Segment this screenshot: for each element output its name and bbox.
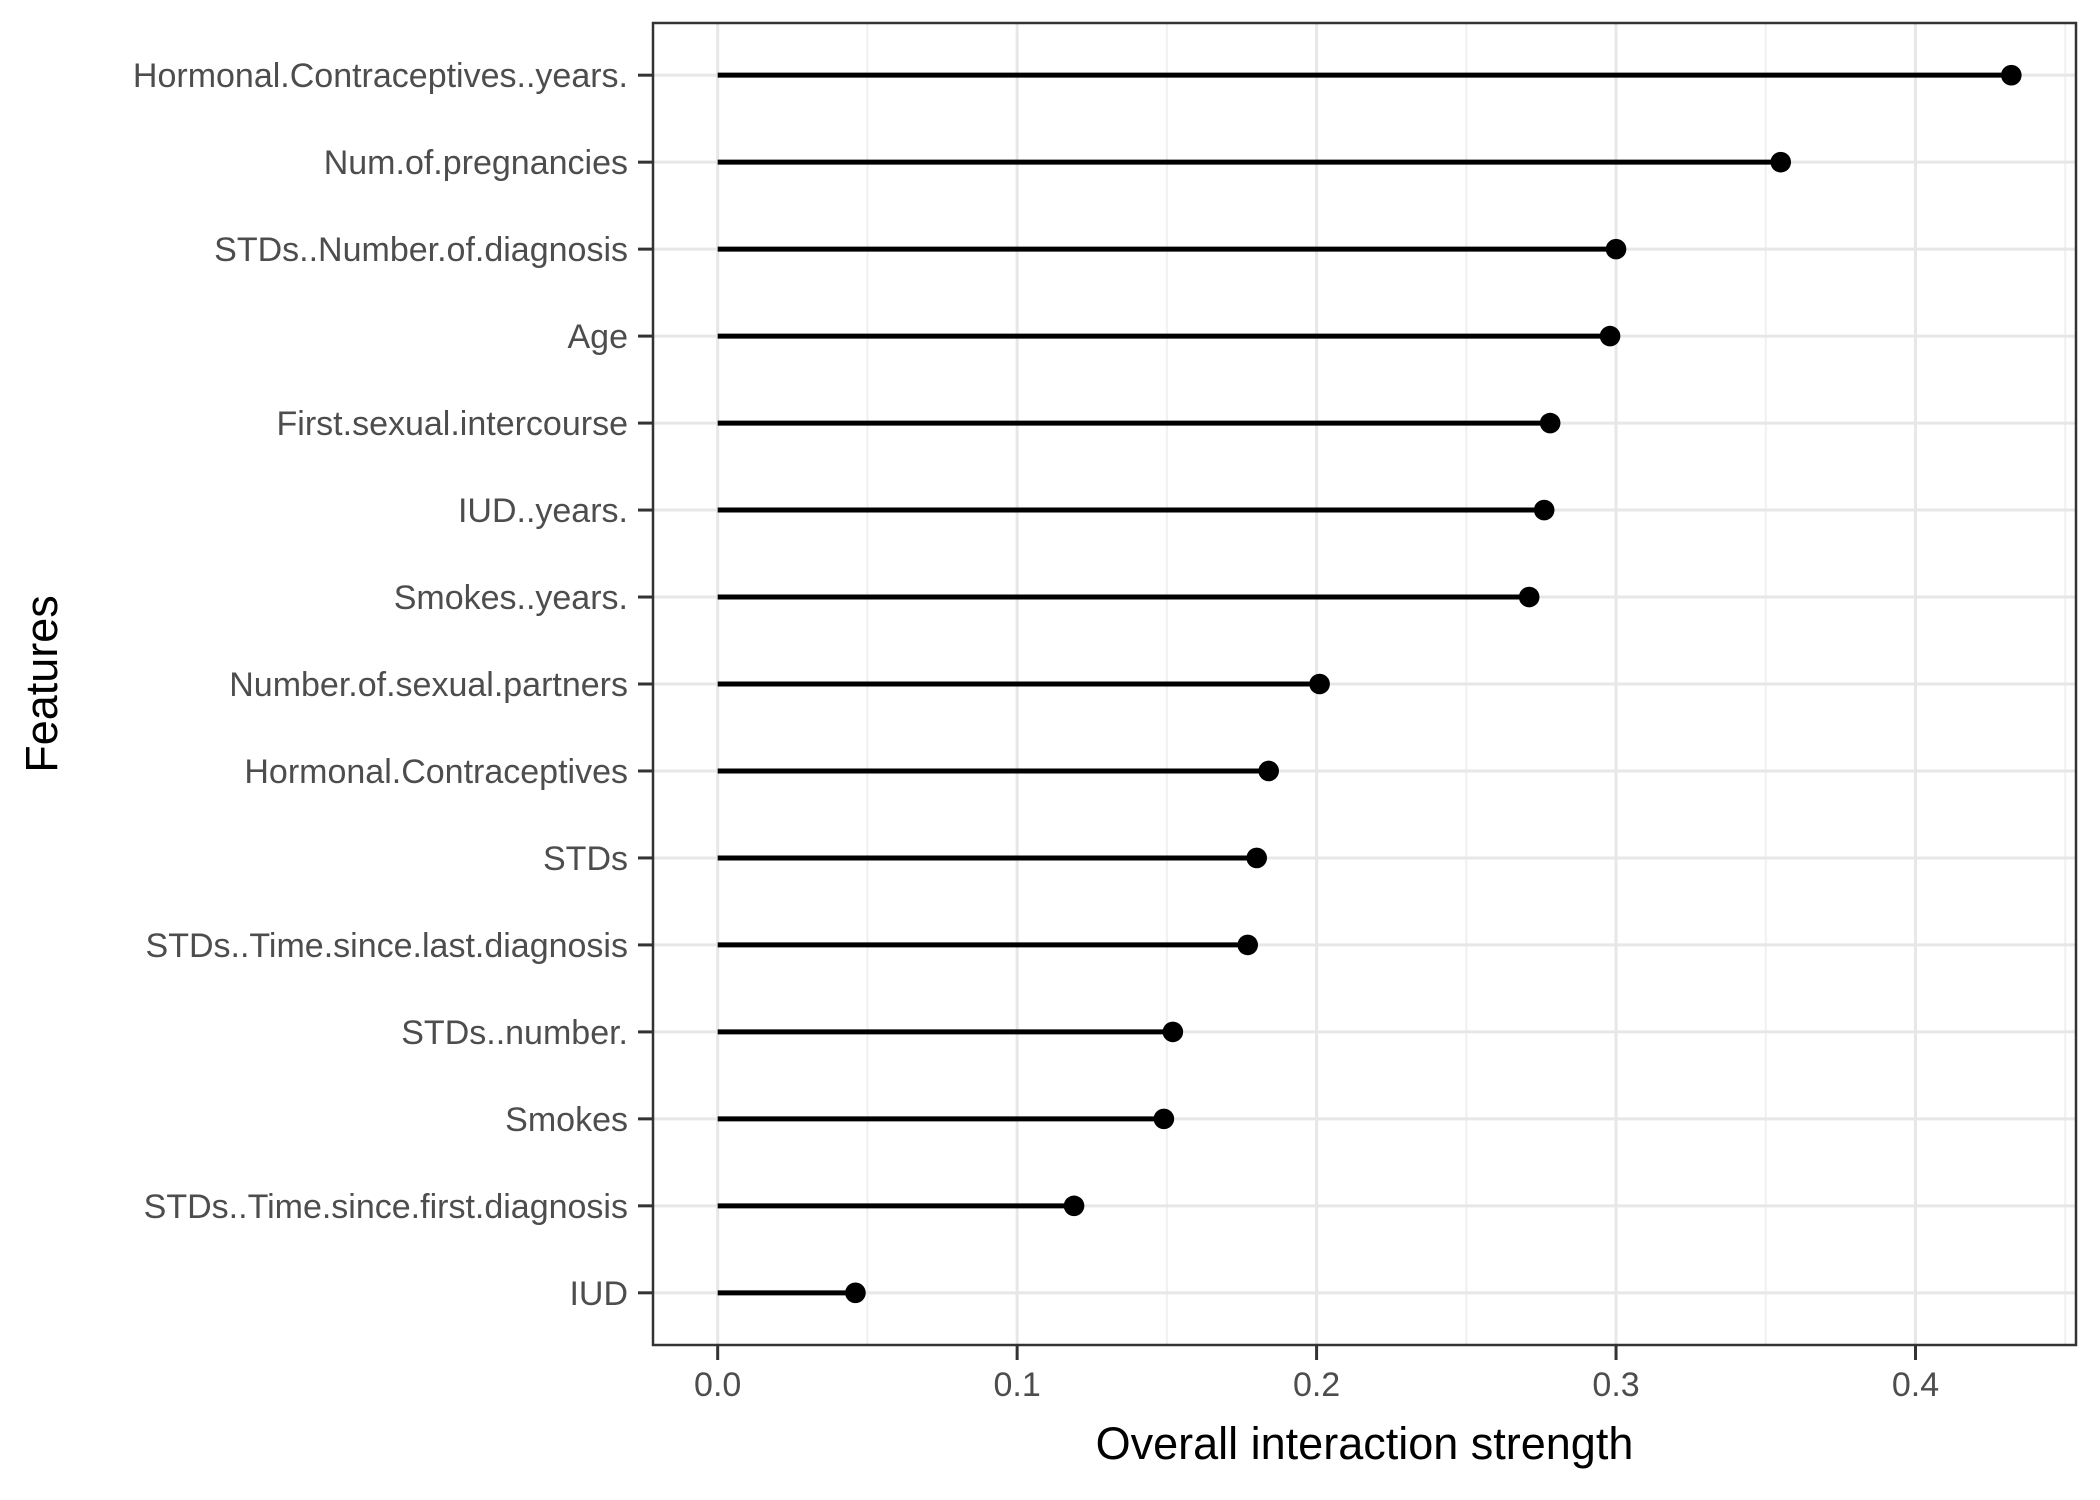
- y-axis-label: First.sexual.intercourse: [277, 405, 628, 443]
- y-axis-label: Smokes..years.: [394, 579, 628, 617]
- lollipop-dots: [845, 64, 2022, 1304]
- y-axis-ticks: [638, 73, 653, 1295]
- x-tick-label: 0.3: [1592, 1366, 1639, 1404]
- x-axis-title: Overall interaction strength: [1096, 1418, 1634, 1469]
- lollipop-dot: [1770, 151, 1792, 173]
- lollipop-stems: [717, 72, 2012, 1296]
- y-axis-label: IUD: [569, 1275, 628, 1313]
- lollipop-dot: [1063, 1195, 1085, 1217]
- lollipop-dot: [1237, 934, 1259, 956]
- y-axis-label: STDs: [543, 840, 628, 878]
- lollipop-dot: [1518, 586, 1540, 608]
- y-axis-label: IUD..years.: [458, 492, 628, 530]
- lollipop-dot: [1533, 499, 1555, 521]
- lollipop-dot: [1258, 760, 1279, 782]
- y-axis-label: STDs..Time.since.first.diagnosis: [144, 1188, 628, 1226]
- y-axis-tick-labels: Hormonal.Contraceptives..years. Num.of.pr…: [133, 57, 628, 1313]
- lollipop-dot: [1162, 1021, 1184, 1043]
- x-axis-ticks: [716, 1345, 1917, 1360]
- lollipop-dot: [845, 1282, 866, 1304]
- y-axis-label: STDs..number.: [401, 1014, 628, 1052]
- y-axis-label: Number.of.sexual.partners: [229, 666, 628, 704]
- lollipop-dot: [1309, 673, 1330, 695]
- lollipop-dot: [1605, 238, 1627, 260]
- x-tick-label: 0.4: [1892, 1366, 1939, 1404]
- y-axis-label: STDs..Time.since.last.diagnosis: [146, 927, 628, 965]
- x-tick-label: 0.2: [1293, 1366, 1340, 1404]
- lollipop-dot: [2001, 64, 2022, 86]
- y-axis-title: Features: [16, 595, 67, 773]
- y-axis-label: Num.of.pregnancies: [324, 144, 628, 182]
- lollipop-dot: [1539, 412, 1561, 434]
- x-axis-tick-labels: 0.0 0.1 0.2 0.3 0.4: [694, 1366, 1939, 1404]
- x-tick-label: 0.0: [694, 1366, 741, 1404]
- y-axis-label: Smokes: [505, 1101, 628, 1139]
- lollipop-dot: [1153, 1108, 1175, 1130]
- y-axis-label: STDs..Number.of.diagnosis: [214, 231, 628, 269]
- x-tick-label: 0.1: [994, 1366, 1041, 1404]
- y-axis-label: Age: [568, 318, 629, 356]
- y-axis-label: Hormonal.Contraceptives: [244, 753, 628, 791]
- y-axis-label: Hormonal.Contraceptives..years.: [133, 57, 628, 95]
- lollipop-dot: [1246, 847, 1267, 869]
- lollipop-dot: [1599, 325, 1621, 347]
